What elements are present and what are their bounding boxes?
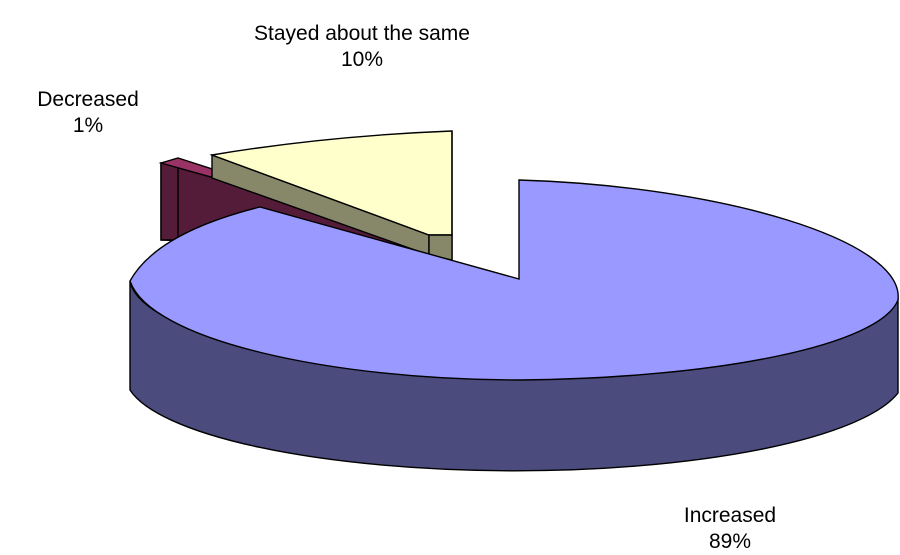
- data-label-decreased: Decreased 1%: [4, 87, 172, 139]
- data-label-increased: Increased 89%: [640, 503, 820, 555]
- pie-slice-stayed-about-the-same: [209, 130, 453, 261]
- data-label-increased-value: 89%: [708, 530, 752, 553]
- data-label-stayed-about-the-same: Stayed about the same 10%: [246, 21, 478, 73]
- data-label-decreased-value: 1%: [72, 114, 104, 137]
- data-label-stayed-value: 10%: [340, 48, 384, 71]
- pie-slice-decreased-side-face: [160, 158, 179, 241]
- pie-slice-increased: [129, 179, 899, 472]
- pie-slice-stayed-front: [428, 131, 453, 261]
- pie-slice-increased-top: [129, 179, 899, 381]
- data-label-stayed-name: Stayed about the same: [254, 22, 470, 45]
- data-label-increased-name: Increased: [683, 504, 777, 527]
- data-label-decreased-name: Decreased: [37, 88, 139, 111]
